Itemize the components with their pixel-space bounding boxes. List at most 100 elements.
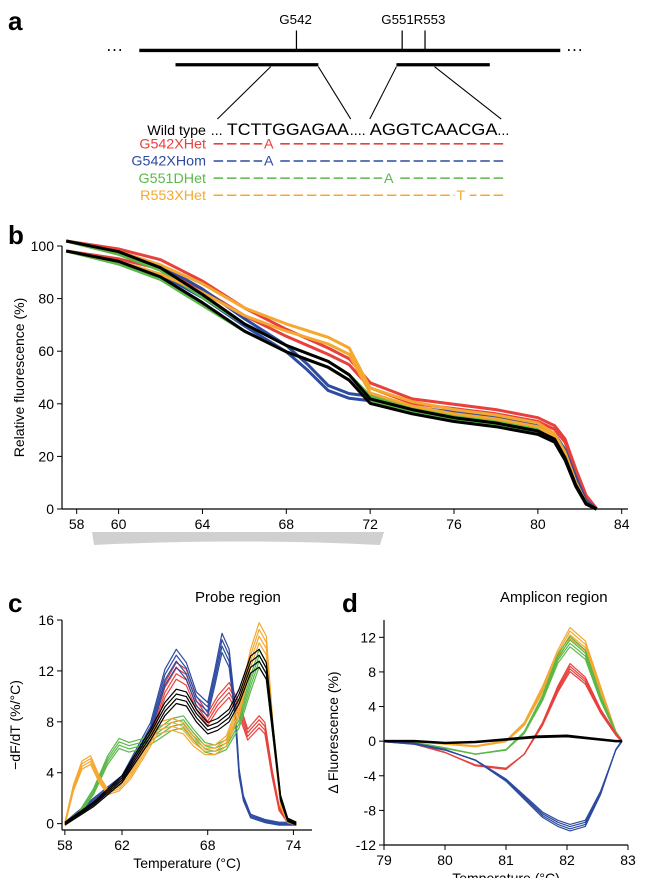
panel-letter-d: d [342,588,358,618]
series-line-2 [65,239,598,511]
x-tick-label: 80 [530,516,546,532]
series-line-2 [383,671,623,769]
mutant-label: G542XHet [139,137,206,153]
x-tick-label: 76 [446,516,462,532]
series-line-3 [64,622,297,823]
panel-letter-a: a [8,6,23,36]
series-line-1 [65,239,598,510]
series-line-3 [383,741,623,825]
series-line-4 [65,249,598,511]
wild-type-seq-left: TCTTGGAGAA [227,121,349,139]
series-line-1 [65,249,598,511]
axes: 58 62 68 74 0 4 8 12 16 −dF/dT (%/°C) Temperature … [7,612,312,871]
x-axis-label: Temperature (°C) [133,855,241,871]
y-tick-label: 8 [46,714,54,730]
mutant-base-bg [382,169,398,187]
mutant-label: G551DHet [139,171,206,187]
y-axis-label: Δ Fluorescence (%) [325,671,341,793]
series-line-3 [383,739,623,832]
zoom-line-4 [434,66,502,120]
y-tick-label: -4 [364,768,377,784]
y-tick-label: 0 [368,733,376,749]
x-tick-label: 68 [279,516,295,532]
y-tick-label: 12 [38,663,54,679]
mutant-base-bg [262,152,278,170]
series-line-4 [64,648,297,823]
y-tick-label: -12 [356,837,376,853]
x-tick-label: 58 [69,516,85,532]
series-line-3 [65,239,598,511]
y-tick-label: 20 [38,448,54,464]
x-tick-label: 82 [559,852,575,868]
y-tick-label: 80 [38,291,54,307]
wild-type-seq-right: AGGTCAACGA [370,121,498,139]
mutant-base: A [264,154,274,170]
y-tick-label: 4 [368,699,376,715]
series-line-0 [65,239,598,510]
y-tick-label: 60 [38,343,54,359]
mutant-row-0: G542XHet A [139,135,504,153]
panel-letter-c: c [8,588,23,618]
series-line-2 [383,665,623,770]
series-line-0 [384,630,623,747]
mutant-row-3: R553XHet T [140,186,504,200]
y-axis-label: Relative fluorescence (%) [11,298,27,458]
gene-line: ··· ··· G542 G551 R553 [106,12,583,120]
series-line-3 [65,249,598,511]
series-line-1 [64,632,297,823]
zoom-line-2 [317,66,352,120]
probe-zoom-shade [92,532,384,545]
wt-dots-1: ... [211,123,223,139]
y-tick-label: 8 [368,664,376,680]
series-line-2 [383,668,623,770]
y-tick-label: 4 [46,765,54,781]
series-line-2 [383,663,623,770]
region-labels: Probe region Amplicon region [92,532,608,606]
y-tick-label: 12 [360,629,376,645]
axes: 58 60 64 68 72 76 80 84 0 20 40 60 80 100 Relative flu… [11,238,630,532]
zoom-line-1 [217,66,272,120]
y-tick-label: 100 [31,238,55,254]
x-axis-label: Temperature (°C) [452,870,560,878]
wild-type-label: Wild type [147,123,206,139]
series-line-0 [65,249,598,511]
x-tick-label: 68 [200,837,216,853]
mutant-base: A [384,171,394,187]
series-group [65,239,598,511]
series-line-4 [64,654,297,824]
series-line-0 [64,678,297,826]
x-tick-label: 72 [362,516,378,532]
series-line-1 [383,635,623,755]
y-tick-label: 40 [38,396,54,412]
zoom-line-3 [369,66,397,120]
series-line-1 [64,639,297,824]
mutant-row-2: G551DHet A [139,169,504,187]
site-label-g551: G551 [381,12,414,27]
x-tick-label: 74 [286,837,302,853]
probe-region-label: Probe region [195,589,281,606]
series-line-4 [65,239,598,511]
wild-type-row: Wild type ... TCTTGGAGAA .... AGGTCAACGA… [147,121,509,139]
site-label-r553: R553 [414,12,446,27]
chart-d-difference-curves: 79 80 81 82 83 -12 -8 -4 0 4 8 12 Δ Fluorescence (%)… [325,620,636,878]
chart-b-melting-curves: 58 60 64 68 72 76 80 84 0 20 40 60 80 100 Relative flu… [11,238,630,532]
y-tick-label: 0 [46,816,54,832]
axes: 79 80 81 82 83 -12 -8 -4 0 4 8 12 Δ Fluorescence (%)… [325,620,636,878]
mutant-label: G542XHom [131,154,206,170]
x-tick-label: 62 [114,837,130,853]
mutant-base-bg [454,186,470,200]
wt-dots-3: ... [497,123,509,139]
series-line-2 [65,249,598,511]
x-tick-label: 58 [57,837,73,853]
y-tick-label: 16 [38,612,54,628]
mutant-rows: G542XHet A G542XHom A G551DHet A R553XHet T [131,135,504,200]
ellipsis-right: ··· [566,39,583,59]
sequence-schematic: ··· ··· G542 G551 R553 Wild type ... TCT… [106,12,583,200]
series-group [383,626,623,832]
x-tick-label: 80 [437,852,453,868]
ellipsis-left: ··· [106,39,123,59]
mutant-base: A [264,137,274,153]
x-tick-label: 79 [376,852,392,868]
x-tick-label: 81 [498,852,514,868]
mutant-base: T [456,188,465,200]
